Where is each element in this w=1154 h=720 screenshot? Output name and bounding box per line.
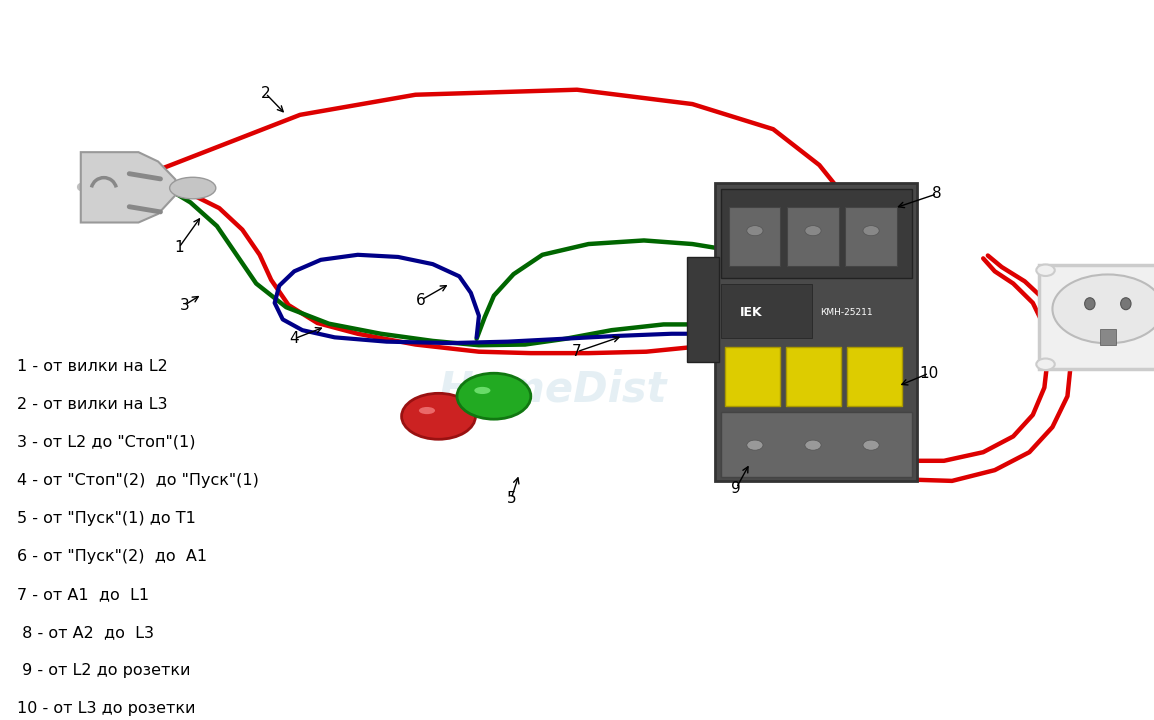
Text: 5: 5 xyxy=(507,491,516,506)
Text: 8: 8 xyxy=(932,186,942,202)
Bar xyxy=(786,347,841,406)
Text: 4: 4 xyxy=(290,331,299,346)
Ellipse shape xyxy=(466,396,522,418)
Text: 9: 9 xyxy=(732,480,741,495)
Text: КМН-25211: КМН-25211 xyxy=(820,308,874,317)
Bar xyxy=(687,258,719,361)
Bar xyxy=(411,416,466,431)
Text: 5 - от "Пуск"(1) до Т1: 5 - от "Пуск"(1) до Т1 xyxy=(17,511,196,526)
Ellipse shape xyxy=(1121,298,1131,310)
Text: 2: 2 xyxy=(261,86,270,101)
Text: 10 - от L3 до розетки: 10 - от L3 до розетки xyxy=(17,701,196,716)
Bar xyxy=(846,207,897,266)
Text: 6 - от "Пуск"(2)  до  А1: 6 - от "Пуск"(2) до А1 xyxy=(17,549,208,564)
Text: 2 - от вилки на L3: 2 - от вилки на L3 xyxy=(17,397,167,412)
Circle shape xyxy=(1052,274,1154,343)
Circle shape xyxy=(747,440,763,450)
Ellipse shape xyxy=(474,387,490,394)
Text: 1: 1 xyxy=(174,240,183,255)
Text: 7 - от А1  до  L1: 7 - от А1 до L1 xyxy=(17,587,149,602)
Circle shape xyxy=(804,225,822,235)
Circle shape xyxy=(804,440,822,450)
Text: IEK: IEK xyxy=(740,306,763,319)
Text: 3: 3 xyxy=(180,297,189,312)
Bar xyxy=(729,207,780,266)
Circle shape xyxy=(1036,359,1055,370)
Bar xyxy=(787,207,839,266)
Circle shape xyxy=(863,440,879,450)
Text: 9 - от L2 до розетки: 9 - от L2 до розетки xyxy=(17,663,190,678)
Bar xyxy=(466,396,522,410)
Bar xyxy=(721,189,912,279)
Text: 8 - от А2  до  L3: 8 - от А2 до L3 xyxy=(17,625,155,640)
Text: 7: 7 xyxy=(572,344,582,359)
Text: 4 - от "Стоп"(2)  до "Пуск"(1): 4 - от "Стоп"(2) до "Пуск"(1) xyxy=(17,473,260,488)
Text: 6: 6 xyxy=(417,292,426,307)
Ellipse shape xyxy=(419,407,435,414)
Text: 3 - от L2 до "Стоп"(1): 3 - от L2 до "Стоп"(1) xyxy=(17,435,196,450)
Ellipse shape xyxy=(170,177,216,199)
Bar xyxy=(715,183,917,481)
Circle shape xyxy=(457,373,531,419)
Bar xyxy=(721,412,912,477)
Bar xyxy=(847,347,902,406)
Text: HomeDist: HomeDist xyxy=(439,369,667,411)
Ellipse shape xyxy=(1085,298,1095,310)
Circle shape xyxy=(402,393,475,439)
Ellipse shape xyxy=(411,416,466,438)
Circle shape xyxy=(747,225,763,235)
Circle shape xyxy=(863,225,879,235)
Text: 10: 10 xyxy=(920,366,938,381)
Bar xyxy=(721,284,812,338)
Text: 1 - от вилки на L2: 1 - от вилки на L2 xyxy=(17,359,168,374)
Bar xyxy=(1100,329,1116,346)
Circle shape xyxy=(1036,264,1055,276)
Polygon shape xyxy=(81,152,175,222)
Bar xyxy=(1039,265,1154,369)
Bar xyxy=(725,347,780,406)
